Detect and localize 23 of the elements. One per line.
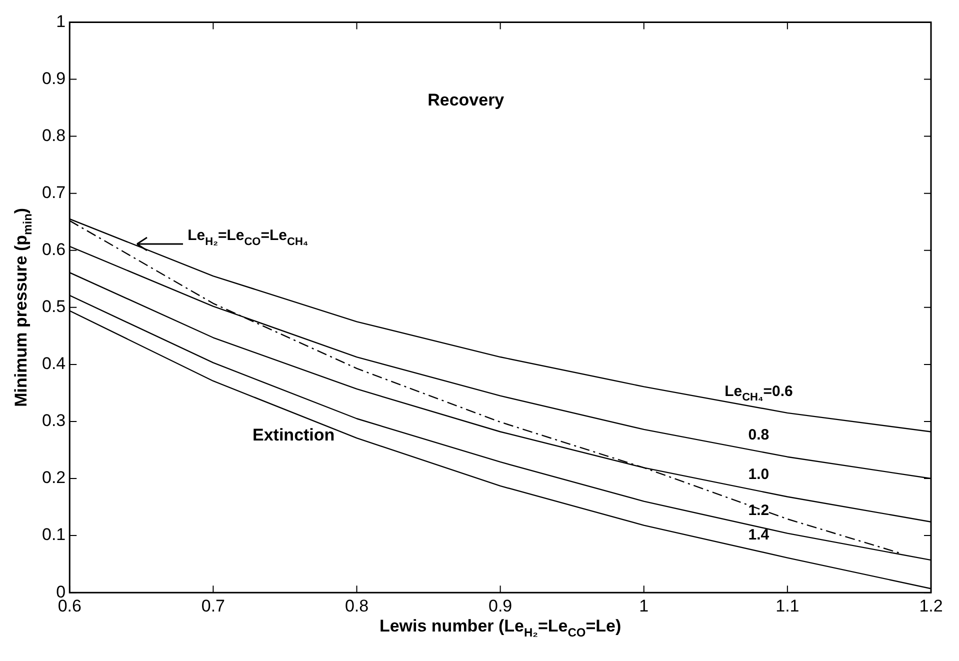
x-tick-label: 1 [639,596,649,616]
series-label: 1.4 [748,526,770,544]
x-tick-label: 0.8 [344,596,369,616]
series-label: 0.8 [748,426,770,444]
x-tick-label: 0.7 [201,596,226,616]
annotation: Extinction [252,425,335,444]
y-tick-label: 0.2 [42,468,66,488]
y-tick-label: 0.4 [42,354,66,374]
y-tick-label: 0.9 [42,68,66,88]
y-tick-label: 0.8 [42,126,66,145]
x-tick-label: 0.9 [488,596,512,616]
y-tick-label: 0.3 [42,411,66,430]
series-label: 1.2 [748,502,770,520]
annotation: Recovery [428,90,505,110]
y-tick-label: 0.6 [42,240,66,260]
x-tick-label: 1.2 [919,596,943,616]
x-tick-label: 1.1 [776,596,800,616]
y-tick-label: 0.5 [42,297,66,316]
series-label: 1.0 [748,466,770,484]
y-axis-title: Minimum pressure (pmin) [11,208,35,407]
y-tick-label: 0.1 [42,525,66,544]
y-tick-label: 0.7 [42,183,66,202]
y-tick-label: 1 [56,12,66,31]
